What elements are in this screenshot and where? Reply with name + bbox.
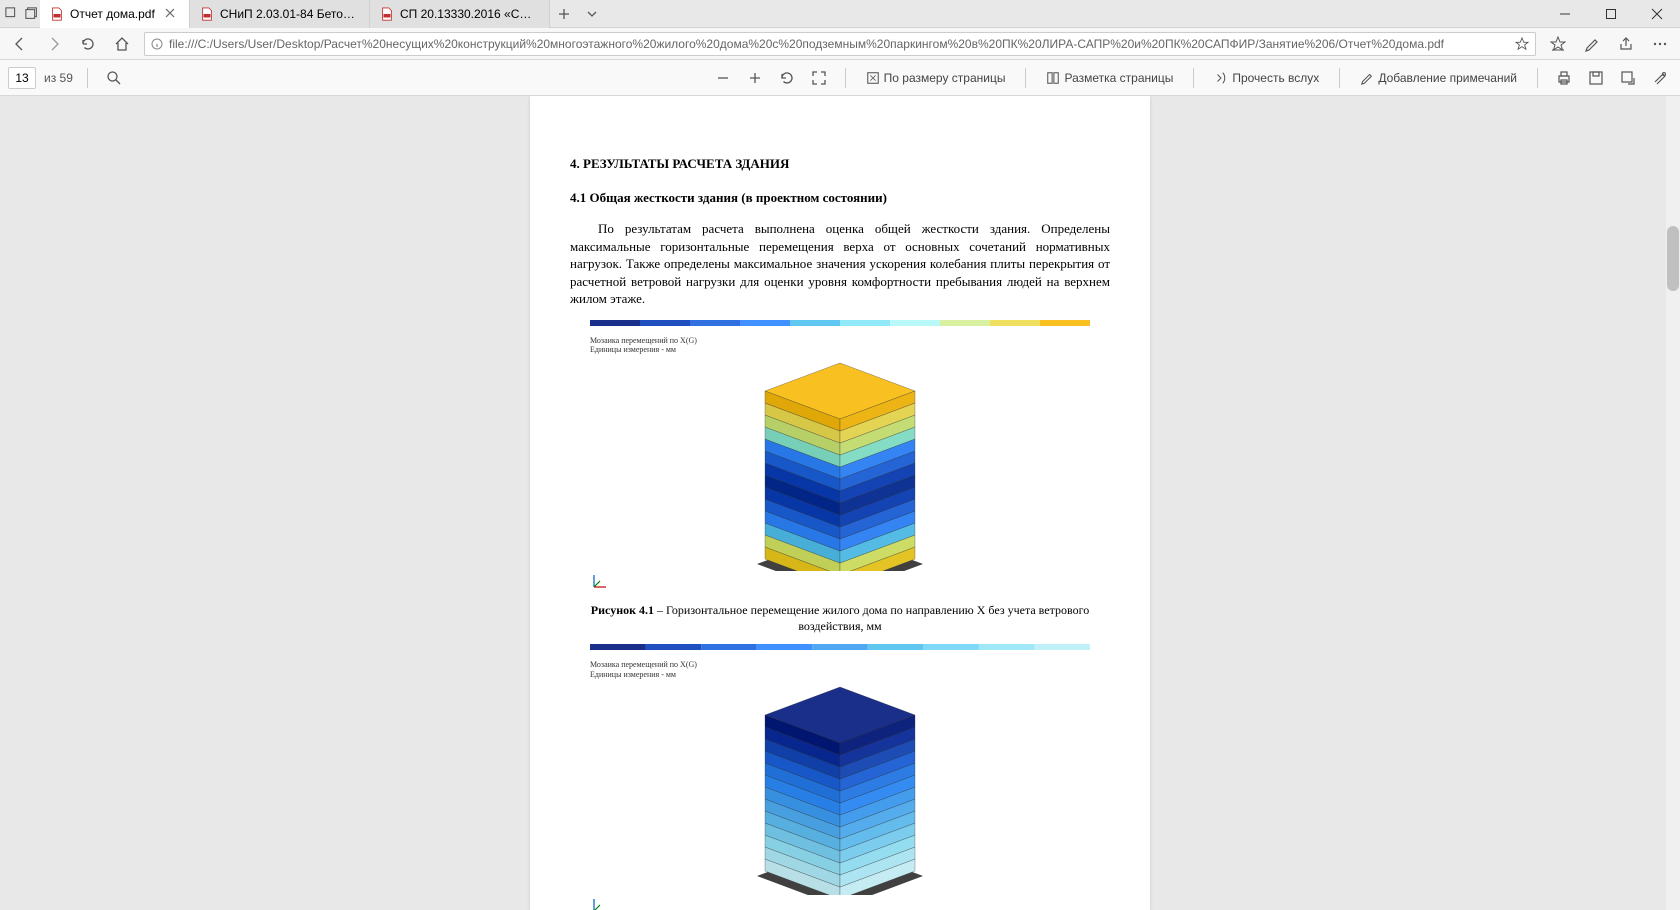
pdf-icon xyxy=(200,7,214,21)
settings-icon[interactable] xyxy=(1648,66,1672,90)
figure-caption: Рисунок 4.1 – Горизонтальное перемещение… xyxy=(570,603,1110,634)
print-icon[interactable] xyxy=(1552,66,1576,90)
zoom-out-icon[interactable] xyxy=(711,66,735,90)
pdf-icon xyxy=(380,7,394,21)
tab-strip: Отчет дома.pdf СНиП 2.03.01-84 Бетонные … xyxy=(40,0,606,28)
app-tab-icon-2[interactable] xyxy=(24,6,40,22)
save-as-icon[interactable] xyxy=(1616,66,1640,90)
search-icon[interactable] xyxy=(102,66,126,90)
figure-2: -3.3-2.9-2.5-2.1-1.6-1.2-0.8-0.40.0 Моза… xyxy=(570,644,1110,910)
colorbar-2: -3.3-2.9-2.5-2.1-1.6-1.2-0.8-0.40.0 xyxy=(590,644,1090,652)
pdf-page: 4. РЕЗУЛЬТАТЫ РАСЧЕТА ЗДАНИЯ 4.1 Общая ж… xyxy=(530,96,1150,910)
fit-page-button[interactable]: По размеру страницы xyxy=(860,67,1012,89)
figure-legend: Мозаика перемещений по X(G) Единицы изме… xyxy=(590,660,1090,679)
close-icon[interactable] xyxy=(165,7,179,21)
tabs-dropdown[interactable] xyxy=(578,0,606,28)
building-diagram-2 xyxy=(660,685,1020,895)
star-icon[interactable] xyxy=(1515,37,1529,51)
page-number-input[interactable] xyxy=(8,67,36,89)
save-icon[interactable] xyxy=(1584,66,1608,90)
scrollbar[interactable] xyxy=(1666,96,1680,910)
refresh-button[interactable] xyxy=(76,32,100,56)
tab-3[interactable]: СП 20.13330.2016 «СНиП 2 xyxy=(370,0,550,28)
url-input[interactable] xyxy=(169,37,1509,51)
pdf-toolbar: из 59 По размеру страницы Разметка стран… xyxy=(0,60,1680,96)
rotate-icon[interactable] xyxy=(775,66,799,90)
tab-1[interactable]: Отчет дома.pdf xyxy=(40,0,190,28)
figure-legend: Мозаика перемещений по X(G) Единицы изме… xyxy=(590,336,1090,355)
building-diagram-1 xyxy=(660,361,1020,571)
more-icon[interactable] xyxy=(1648,32,1672,56)
tab-2[interactable]: СНиП 2.03.01-84 Бетонные xyxy=(190,0,370,28)
pdf-icon xyxy=(50,7,64,21)
app-tab-icon[interactable] xyxy=(4,6,20,22)
scrollbar-thumb[interactable] xyxy=(1667,226,1679,291)
back-button[interactable] xyxy=(8,32,32,56)
read-aloud-button[interactable]: Прочесть вслух xyxy=(1208,67,1325,89)
zoom-in-icon[interactable] xyxy=(743,66,767,90)
maximize-button[interactable] xyxy=(1588,0,1634,28)
home-button[interactable] xyxy=(110,32,134,56)
axis-icon xyxy=(590,895,610,910)
favorites-icon[interactable] xyxy=(1546,32,1570,56)
pdf-viewport[interactable]: 4. РЕЗУЛЬТАТЫ РАСЧЕТА ЗДАНИЯ 4.1 Общая ж… xyxy=(0,96,1680,910)
url-bar xyxy=(0,28,1680,60)
fullscreen-icon[interactable] xyxy=(807,66,831,90)
close-button[interactable] xyxy=(1634,0,1680,28)
tab-label: Отчет дома.pdf xyxy=(70,7,159,21)
tab-label: СНиП 2.03.01-84 Бетонные xyxy=(220,7,359,21)
section-heading: 4. РЕЗУЛЬТАТЫ РАСЧЕТА ЗДАНИЯ xyxy=(570,156,1110,172)
subsection-heading: 4.1 Общая жесткости здания (в проектном … xyxy=(570,190,1110,206)
info-icon xyxy=(151,38,163,50)
page-total: из 59 xyxy=(44,71,73,85)
url-field[interactable] xyxy=(144,32,1536,56)
colorbar-1: -0.11-0.09-0.06-0.04-0.010.010.040.060.0… xyxy=(590,320,1090,328)
forward-button[interactable] xyxy=(42,32,66,56)
paragraph: По результатам расчета выполнена оценка … xyxy=(570,220,1110,308)
new-tab-button[interactable] xyxy=(550,0,578,28)
page-layout-button[interactable]: Разметка страницы xyxy=(1040,67,1179,89)
titlebar: Отчет дома.pdf СНиП 2.03.01-84 Бетонные … xyxy=(0,0,1680,28)
figure-1: -0.11-0.09-0.06-0.04-0.010.010.040.060.0… xyxy=(570,320,1110,634)
tab-label: СП 20.13330.2016 «СНиП 2 xyxy=(400,7,539,21)
notes-icon[interactable] xyxy=(1580,32,1604,56)
add-notes-button[interactable]: Добавление примечаний xyxy=(1354,67,1523,89)
minimize-button[interactable] xyxy=(1542,0,1588,28)
axis-icon xyxy=(590,571,610,591)
share-icon[interactable] xyxy=(1614,32,1638,56)
